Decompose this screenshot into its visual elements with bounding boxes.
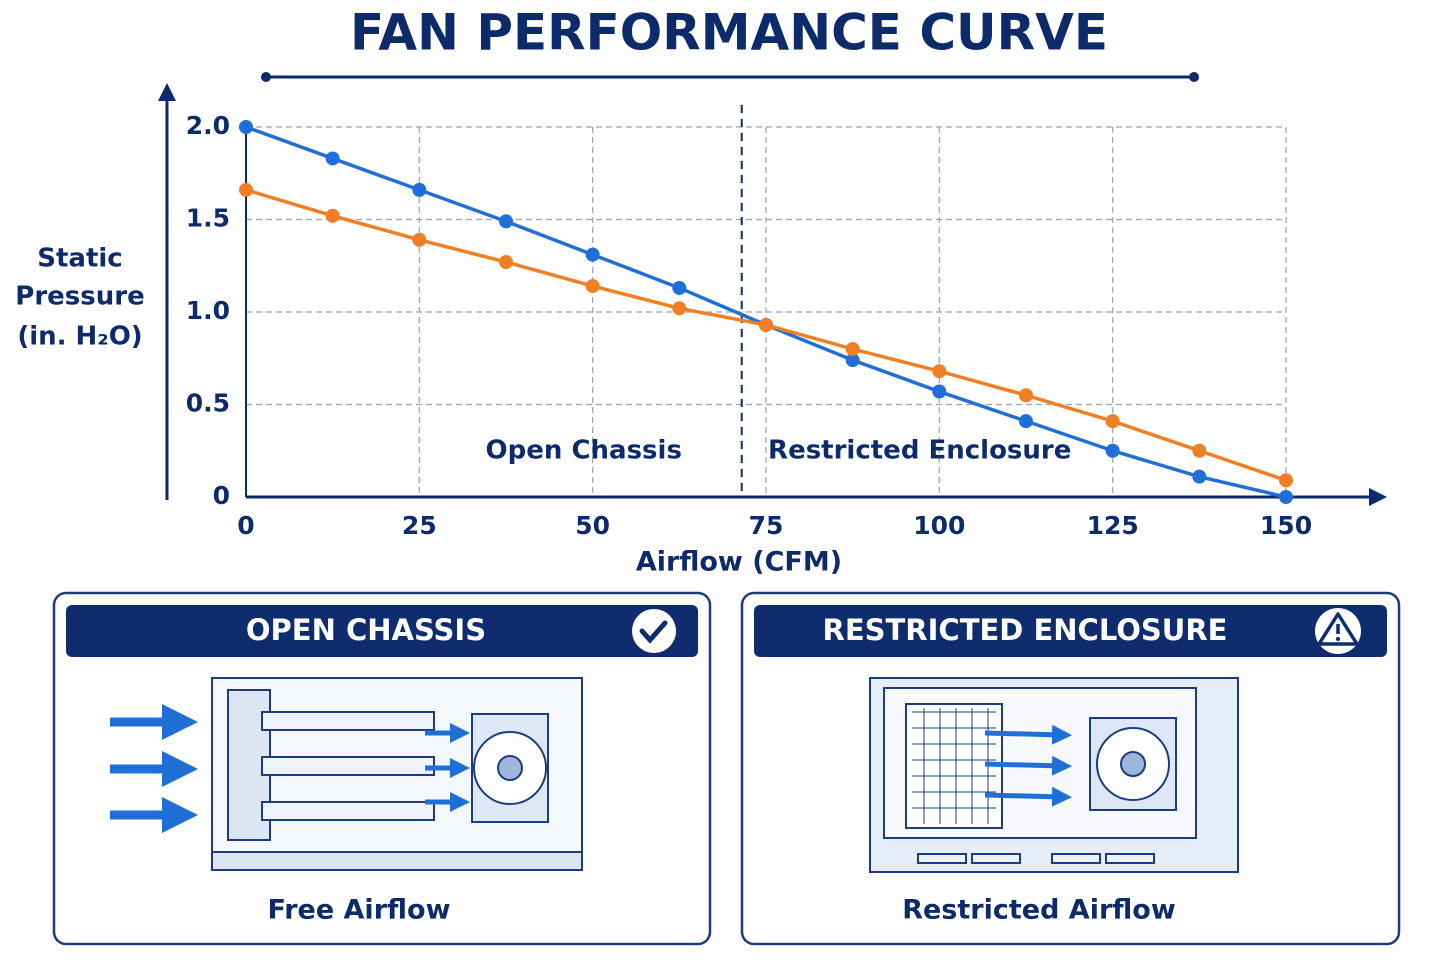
chart-title: FAN PERFORMANCE CURVE [350, 4, 1108, 62]
data-point [932, 384, 947, 399]
y-axis-label: Static [37, 244, 122, 274]
x-tick-label: 0 [237, 511, 254, 540]
y-axis-label: (in. H₂O) [17, 322, 142, 352]
data-point [1279, 473, 1293, 488]
data-point [1019, 388, 1033, 403]
x-tick-label: 125 [1087, 511, 1139, 540]
data-point [845, 353, 860, 368]
panel: OPEN CHASSIS Free Airflow [52, 591, 712, 946]
data-point [412, 232, 427, 247]
panel-title: RESTRICTED ENCLOSURE [822, 613, 1227, 647]
data-point [585, 279, 600, 294]
open-chassis-illustration [211, 677, 583, 871]
panel-title: OPEN CHASSIS [246, 613, 486, 647]
data-point [845, 342, 860, 356]
panel-caption: Restricted Airflow [902, 895, 1176, 926]
title-rule [261, 72, 1199, 82]
y-tick-label: 1.0 [186, 296, 230, 325]
region-label: Open Chassis [486, 436, 682, 466]
y-tick-label: 0.5 [186, 389, 230, 418]
data-point [1019, 414, 1033, 429]
data-point [325, 151, 340, 166]
y-tick-label: 1.5 [186, 204, 230, 233]
data-point [1105, 414, 1120, 429]
y-tick-label: 0 [213, 481, 230, 510]
data-point [585, 247, 600, 262]
panel-caption: Free Airflow [267, 895, 450, 926]
data-point [239, 120, 253, 134]
data-point [672, 301, 687, 316]
x-tick-label: 25 [402, 511, 437, 540]
data-point [672, 280, 687, 295]
x-tick-label: 75 [749, 511, 784, 540]
series-line [245, 188, 1287, 483]
data-point [1105, 443, 1120, 458]
data-point [325, 208, 340, 223]
data-point [499, 255, 513, 270]
y-axis-label: Pressure [15, 282, 144, 312]
enclosure-illustration [869, 677, 1239, 873]
data-point [1192, 443, 1207, 458]
data-point [1192, 469, 1207, 484]
panel: RESTRICTED ENCLOSURE Restricted Airflow [740, 591, 1401, 946]
airflow-arrows [110, 704, 470, 833]
data-point [412, 182, 427, 197]
data-point [499, 214, 513, 229]
x-axis-label: Airflow (CFM) [636, 547, 842, 578]
data-point [759, 317, 773, 332]
region-label: Restricted Enclosure [768, 436, 1071, 466]
data-point [239, 182, 253, 197]
x-tick-label: 150 [1260, 511, 1312, 540]
x-tick-label: 50 [575, 511, 610, 540]
data-point [1279, 490, 1293, 504]
x-tick-label: 100 [913, 511, 965, 540]
airflow-arrows [984, 724, 1072, 807]
data-point [932, 364, 947, 379]
y-tick-label: 2.0 [186, 111, 230, 140]
